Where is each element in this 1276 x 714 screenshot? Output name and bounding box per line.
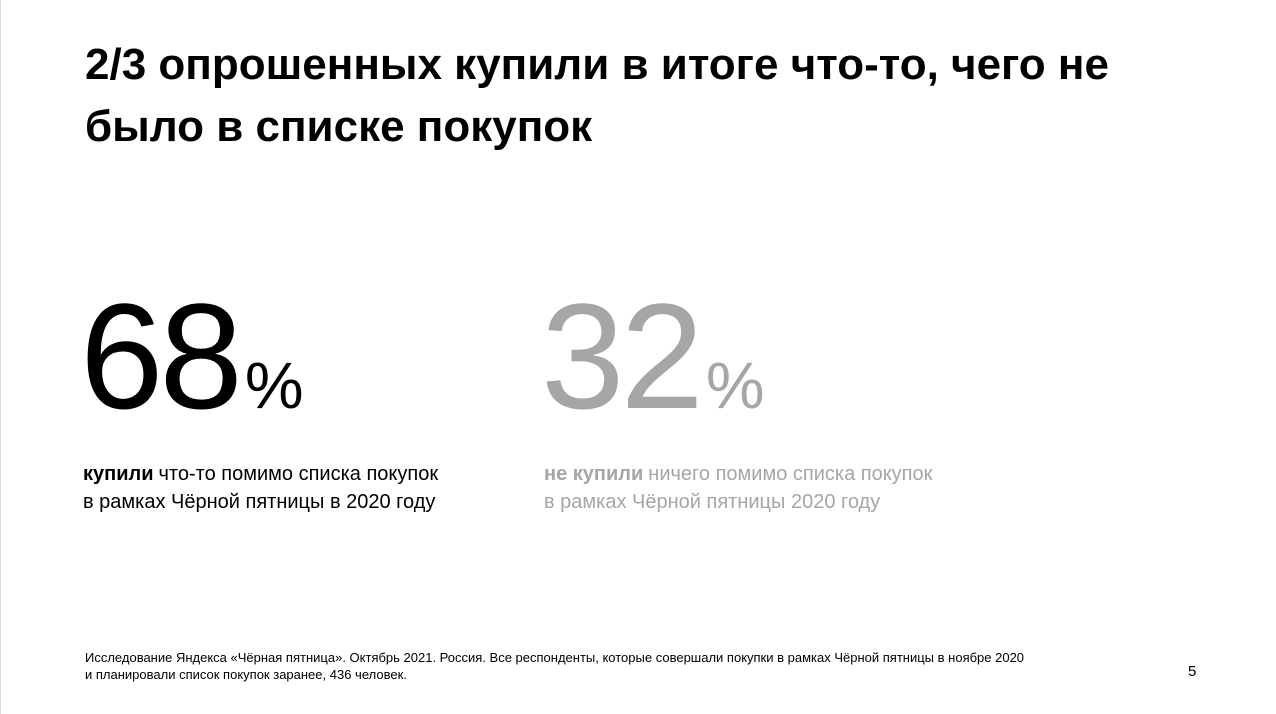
stat-number: 68% [80, 281, 438, 460]
stat-caption: купили что-то помимо списка покупок [83, 460, 438, 488]
stat: 68% купили что-то помимо списка покупок в… [80, 281, 438, 516]
stat-value: 32 [541, 272, 704, 440]
stat-unit: % [705, 348, 765, 422]
page-number: 5 [1188, 663, 1197, 680]
stat-text: ничего помимо списка покупок [648, 463, 933, 485]
stat: 32% не купили ничего помимо списка покупо… [541, 281, 932, 516]
stat-caption: в рамках Чёрной пятницы в 2020 году [83, 491, 436, 513]
stat-text: что-то помимо списка покупок [158, 463, 439, 485]
stat-caption: в рамках Чёрной пятницы 2020 году [544, 491, 881, 513]
stat-value: 68 [80, 272, 243, 440]
footnote-line: Исследование Яндекса «Чёрная пятница». О… [85, 650, 1025, 665]
stat-unit: % [244, 348, 304, 422]
slide-title: 2/3 опрошенных купили в итоге что-то, че… [85, 40, 1109, 151]
stat-caption: не купили ничего помимо списка покупок [544, 460, 932, 488]
footnote: Исследование Яндекса «Чёрная пятница». О… [85, 649, 1024, 683]
slide-edge [0, 0, 1, 714]
stat-number: 32% [541, 281, 932, 460]
stat-lead: не купили [544, 463, 644, 485]
stat-lead: купили [83, 463, 154, 485]
footnote-line: и планировали список покупок заранее, 43… [85, 667, 407, 682]
